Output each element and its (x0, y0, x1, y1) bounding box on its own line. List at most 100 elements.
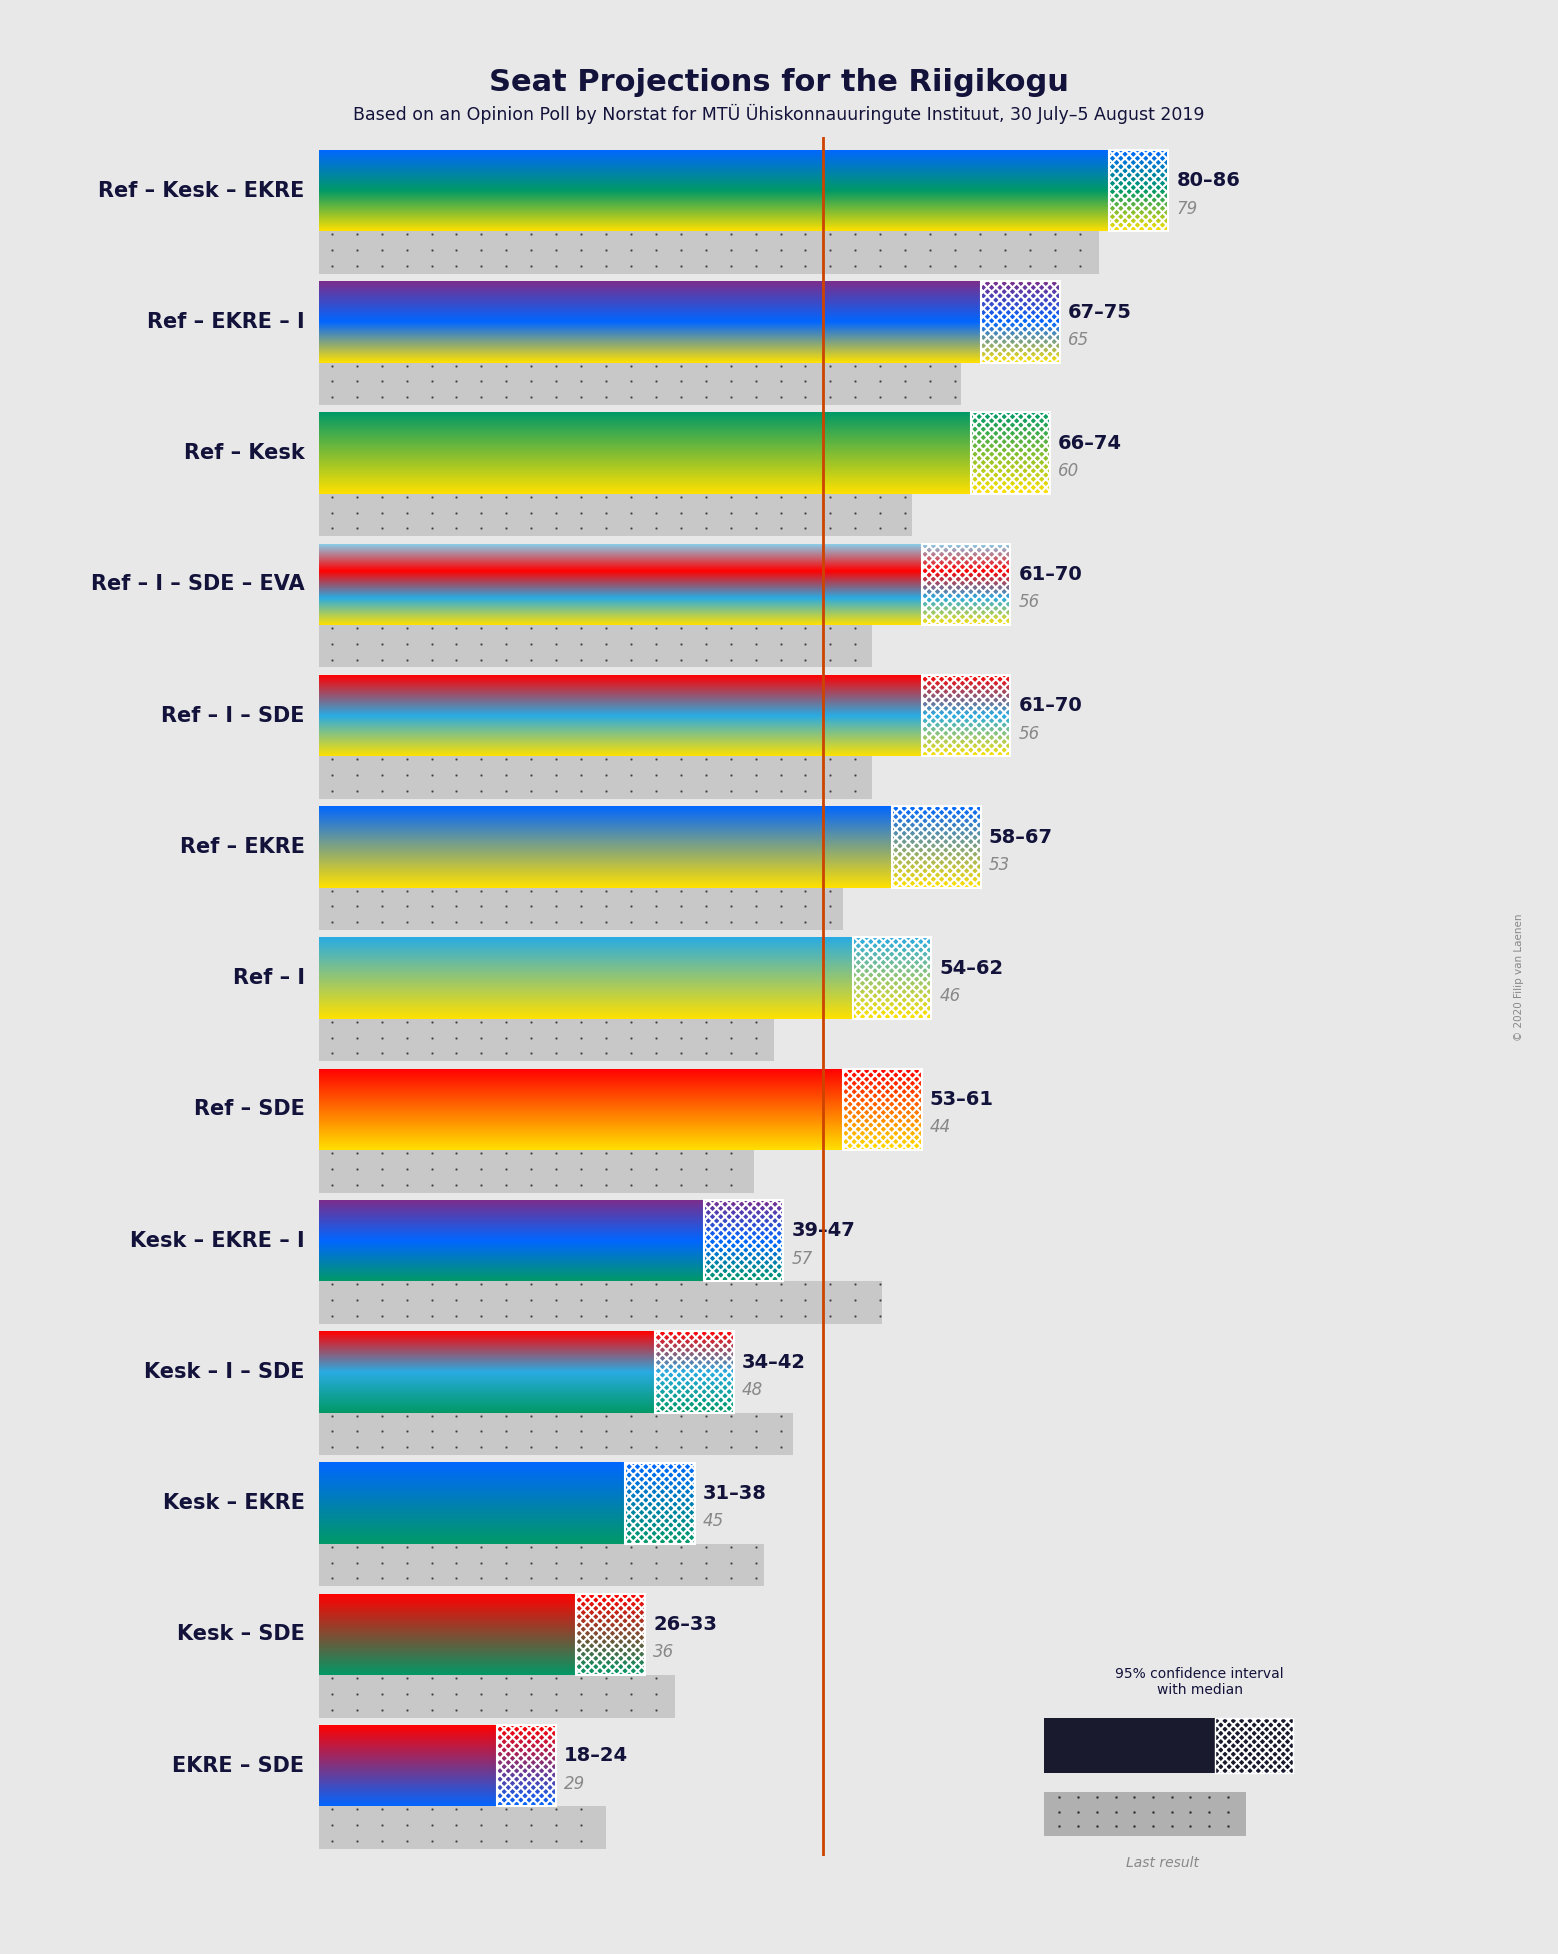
Bar (319, 1594, 645, 1675)
Text: 57: 57 (791, 1251, 813, 1268)
Bar (893, 807, 982, 887)
Text: 53–61: 53–61 (930, 1090, 994, 1110)
Text: Ref – EKRE: Ref – EKRE (179, 836, 304, 858)
Bar (1044, 1792, 1246, 1835)
Text: 56: 56 (1019, 725, 1039, 743)
Text: 95% confidence interval
with median: 95% confidence interval with median (1116, 1667, 1284, 1696)
Bar (319, 1331, 734, 1413)
Bar (319, 1151, 754, 1192)
Bar (319, 807, 982, 887)
Bar (852, 938, 932, 1018)
Bar (497, 1725, 556, 1805)
Bar (319, 625, 872, 668)
Bar (319, 1018, 773, 1061)
Bar (319, 494, 911, 535)
Bar (1215, 1718, 1293, 1774)
Text: © 2020 Filip van Laenen: © 2020 Filip van Laenen (1514, 913, 1524, 1041)
Text: Kesk – SDE: Kesk – SDE (176, 1624, 304, 1645)
Bar (1044, 1718, 1215, 1774)
Bar (319, 938, 932, 1018)
Text: Ref – I: Ref – I (232, 967, 304, 989)
Bar (704, 1200, 784, 1282)
Text: 36: 36 (653, 1643, 675, 1661)
Text: 54–62: 54–62 (939, 959, 1003, 977)
Text: 39–47: 39–47 (791, 1221, 855, 1241)
Text: Ref – Kesk: Ref – Kesk (184, 444, 304, 463)
Text: 66–74: 66–74 (1058, 434, 1122, 453)
Bar (843, 1069, 922, 1151)
Bar (922, 674, 1011, 756)
Text: 44: 44 (930, 1118, 950, 1137)
Bar (1109, 150, 1168, 231)
Bar (576, 1594, 645, 1675)
Text: 26–33: 26–33 (653, 1616, 717, 1634)
Bar (319, 281, 1059, 363)
Text: 58–67: 58–67 (989, 828, 1053, 846)
Text: Ref – I – SDE – EVA: Ref – I – SDE – EVA (90, 574, 304, 594)
Text: Ref – I – SDE: Ref – I – SDE (160, 705, 304, 725)
Bar (319, 363, 961, 404)
Bar (319, 1069, 922, 1151)
Text: 46: 46 (939, 987, 961, 1004)
Bar (982, 281, 1059, 363)
Bar (319, 1544, 763, 1587)
Bar (319, 231, 1100, 274)
Bar (922, 543, 1011, 625)
Text: 79: 79 (1176, 199, 1198, 217)
Bar (654, 1331, 734, 1413)
Text: 80–86: 80–86 (1176, 172, 1240, 190)
Bar (704, 1200, 784, 1282)
Text: 56: 56 (1019, 594, 1039, 612)
Text: 61–70: 61–70 (1019, 565, 1083, 584)
Bar (319, 1200, 784, 1282)
Text: Ref – SDE: Ref – SDE (193, 1100, 304, 1120)
Text: Based on an Opinion Poll by Norstat for MTÜ Ühiskonnauuringute Instituut, 30 Jul: Based on an Opinion Poll by Norstat for … (354, 104, 1204, 123)
Bar (625, 1462, 695, 1544)
Text: EKRE – SDE: EKRE – SDE (173, 1757, 304, 1776)
Bar (319, 1413, 793, 1456)
Bar (971, 412, 1050, 494)
Bar (319, 1725, 556, 1805)
Bar (654, 1331, 734, 1413)
Bar (922, 674, 1011, 756)
Text: 18–24: 18–24 (564, 1747, 628, 1766)
Bar (319, 412, 1050, 494)
Text: 29: 29 (564, 1774, 586, 1792)
Text: Kesk – EKRE – I: Kesk – EKRE – I (129, 1231, 304, 1251)
Text: 67–75: 67–75 (1067, 303, 1131, 322)
Bar (319, 1462, 695, 1544)
Bar (319, 1805, 606, 1848)
Text: Kesk – EKRE: Kesk – EKRE (162, 1493, 304, 1512)
Bar (1215, 1718, 1293, 1774)
Text: Seat Projections for the Riigikogu: Seat Projections for the Riigikogu (489, 68, 1069, 98)
Bar (971, 412, 1050, 494)
Bar (843, 1069, 922, 1151)
Text: Last result: Last result (1126, 1856, 1198, 1870)
Text: Ref – Kesk – EKRE: Ref – Kesk – EKRE (98, 180, 304, 201)
Bar (319, 756, 872, 799)
Text: 45: 45 (703, 1512, 724, 1530)
Bar (497, 1725, 556, 1805)
Bar (852, 938, 932, 1018)
Text: 61–70: 61–70 (1019, 696, 1083, 715)
Bar (319, 543, 1011, 625)
Bar (319, 1282, 882, 1323)
Bar (319, 1675, 675, 1718)
Text: Ref – EKRE – I: Ref – EKRE – I (146, 313, 304, 332)
Text: 60: 60 (1058, 461, 1080, 481)
Text: 53: 53 (989, 856, 1010, 873)
Bar (576, 1594, 645, 1675)
Text: 65: 65 (1067, 330, 1089, 348)
Text: Kesk – I – SDE: Kesk – I – SDE (143, 1362, 304, 1381)
Bar (319, 887, 843, 930)
Bar (982, 281, 1059, 363)
Text: 31–38: 31–38 (703, 1483, 767, 1503)
Bar (319, 674, 1011, 756)
Bar (922, 543, 1011, 625)
Text: 34–42: 34–42 (742, 1352, 805, 1372)
Text: 48: 48 (742, 1381, 763, 1399)
Bar (1109, 150, 1168, 231)
Bar (319, 150, 1168, 231)
Bar (625, 1462, 695, 1544)
Bar (893, 807, 982, 887)
